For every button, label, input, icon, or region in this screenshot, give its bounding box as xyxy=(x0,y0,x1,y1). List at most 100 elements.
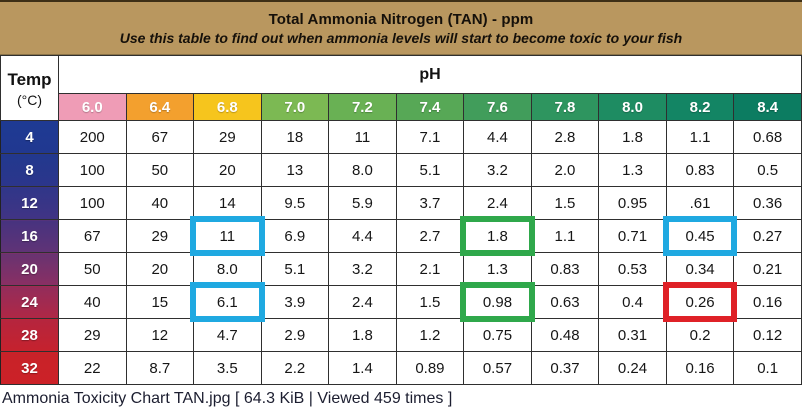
temp-row-header-20: 20 xyxy=(0,252,59,286)
value-cell-temp4-ph8.4: 0.68 xyxy=(733,120,802,154)
value-cell-temp8-ph7.0: 13 xyxy=(260,153,330,187)
value-cell-temp12-ph8.2: .61 xyxy=(665,186,735,220)
value-cell-temp8-ph6.8: 20 xyxy=(193,153,262,187)
value-cell-temp16-ph8.0: 0.71 xyxy=(598,219,667,253)
value-cell-temp4-ph7.2: 11 xyxy=(328,120,397,154)
blue-highlight-box xyxy=(190,282,265,322)
value-cell-temp8-ph8.4: 0.5 xyxy=(733,153,802,187)
value-cell-temp8-ph7.6: 3.2 xyxy=(463,153,532,187)
value-cell-temp8-ph6.4: 50 xyxy=(125,153,195,187)
value-cell-temp4-ph6.4: 67 xyxy=(125,120,195,154)
table-row-temp-24: 24 40 15 6.1 3.9 2.4 1.5 0.98 0.63 0.4 0.26 0.16 xyxy=(0,282,802,322)
value-cell-temp20-ph6.0: 50 xyxy=(58,252,127,286)
ammonia-toxicity-table: Temp (°C) pH 6.0 6.4 6.8 7.0 7.2 7.4 7.6 7.8 8.0… xyxy=(0,55,802,385)
value-cell-temp20-ph7.4: 2.1 xyxy=(395,252,465,286)
value-cell-temp4-ph6.8: 29 xyxy=(193,120,262,154)
value-cell-temp28-ph6.4: 12 xyxy=(125,318,195,352)
value-cell-temp32-ph8.0: 0.24 xyxy=(598,351,667,385)
chart-subtitle: Use this table to find out when ammonia … xyxy=(119,29,683,46)
temp-row-header-8: 8 xyxy=(0,153,59,187)
value-cell-temp8-ph7.8: 2.0 xyxy=(530,153,600,187)
value-cell-temp32-ph7.8: 0.37 xyxy=(530,351,600,385)
value-cell-temp16-ph7.2: 4.4 xyxy=(328,219,397,253)
value-cell-temp24-ph7.8: 0.63 xyxy=(530,285,600,319)
value-cell-temp8-ph6.0: 100 xyxy=(58,153,127,187)
value-cell-temp24-ph6.8: 6.1 xyxy=(190,282,265,322)
value-cell-temp20-ph7.6: 1.3 xyxy=(463,252,532,286)
value-cell-temp24-ph7.0: 3.9 xyxy=(260,285,330,319)
value-cell-temp12-ph8.4: 0.36 xyxy=(733,186,802,220)
value-cell-temp16-ph7.8: 1.1 xyxy=(530,219,600,253)
value-cell-temp28-ph7.6: 0.75 xyxy=(463,318,532,352)
value-cell-temp32-ph8.4: 0.1 xyxy=(733,351,802,385)
value-cell-temp32-ph7.2: 1.4 xyxy=(328,351,397,385)
value-cell-temp32-ph6.4: 8.7 xyxy=(125,351,195,385)
ph-column-header-7.0: 7.0 xyxy=(260,93,330,121)
value-cell-temp16-ph6.8: 11 xyxy=(190,216,265,256)
ph-column-header-7.6: 7.6 xyxy=(463,93,532,121)
value-cell-temp24-ph7.6: 0.98 xyxy=(460,282,535,322)
table-row-temp-8: 8 100 50 20 13 8.0 5.1 3.2 2.0 1.3 0.83 0.5 xyxy=(0,153,802,187)
green-highlight-box xyxy=(460,282,535,322)
header-row-ph-label: Temp (°C) pH xyxy=(0,55,802,121)
value-cell-temp4-ph8.0: 1.8 xyxy=(598,120,667,154)
value-cell-temp4-ph7.8: 2.8 xyxy=(530,120,600,154)
value-cell-temp12-ph6.4: 40 xyxy=(125,186,195,220)
value-cell-temp8-ph8.0: 1.3 xyxy=(598,153,667,187)
table-row-temp-32: 32 22 8.7 3.5 2.2 1.4 0.89 0.57 0.37 0.24 0.16 0.1 xyxy=(0,351,802,385)
value-cell-temp8-ph7.4: 5.1 xyxy=(395,153,465,187)
value-cell-temp28-ph8.0: 0.31 xyxy=(598,318,667,352)
ph-column-header-6.0: 6.0 xyxy=(58,93,127,121)
ph-column-header-6.8: 6.8 xyxy=(193,93,262,121)
value-cell-temp20-ph6.4: 20 xyxy=(125,252,195,286)
ph-column-header-7.8: 7.8 xyxy=(530,93,600,121)
value-cell-temp28-ph7.2: 1.8 xyxy=(328,318,397,352)
value-cell-temp16-ph6.4: 29 xyxy=(125,219,195,253)
value-cell-temp28-ph6.0: 29 xyxy=(58,318,127,352)
ph-column-header-7.2: 7.2 xyxy=(328,93,397,121)
value-cell-temp28-ph6.8: 4.7 xyxy=(193,318,262,352)
table-row-temp-4: 4 200 67 29 18 11 7.1 4.4 2.8 1.8 1.1 0.68 xyxy=(0,120,802,154)
value-cell-temp4-ph8.2: 1.1 xyxy=(665,120,735,154)
value-cell-temp16-ph7.6: 1.8 xyxy=(460,216,535,256)
blue-highlight-box xyxy=(190,216,265,256)
value-cell-temp24-ph6.4: 15 xyxy=(125,285,195,319)
red-highlight-box xyxy=(662,282,738,322)
value-cell-temp16-ph7.0: 6.9 xyxy=(260,219,330,253)
value-cell-temp32-ph6.8: 3.5 xyxy=(193,351,262,385)
value-cell-temp24-ph7.4: 1.5 xyxy=(395,285,465,319)
value-cell-temp4-ph6.0: 200 xyxy=(58,120,127,154)
temp-row-header-4: 4 xyxy=(0,120,59,154)
header-row-ph-values: 6.0 6.4 6.8 7.0 7.2 7.4 7.6 7.8 8.0 8.2 8.4 xyxy=(1,93,802,121)
temp-row-header-16: 16 xyxy=(0,219,59,253)
value-cell-temp12-ph7.6: 2.4 xyxy=(463,186,532,220)
temp-row-header-12: 12 xyxy=(0,186,59,220)
value-cell-temp12-ph7.2: 5.9 xyxy=(328,186,397,220)
value-cell-temp20-ph8.2: 0.34 xyxy=(665,252,735,286)
ph-column-header-7.4: 7.4 xyxy=(395,93,465,121)
value-cell-temp12-ph6.0: 100 xyxy=(58,186,127,220)
table-body: 4 200 67 29 18 11 7.1 4.4 2.8 1.8 1.1 0.68 8 100 50 20 1… xyxy=(0,120,802,385)
value-cell-temp20-ph7.2: 3.2 xyxy=(328,252,397,286)
value-cell-temp32-ph7.0: 2.2 xyxy=(260,351,330,385)
value-cell-temp16-ph6.0: 67 xyxy=(58,219,127,253)
temp-header-unit: (°C) xyxy=(16,92,43,108)
table-row-temp-12: 12 100 40 14 9.5 5.9 3.7 2.4 1.5 0.95.61 0.36 xyxy=(0,186,802,220)
value-cell-temp24-ph8.0: 0.4 xyxy=(598,285,667,319)
ph-column-header-8.2: 8.2 xyxy=(665,93,735,121)
value-cell-temp12-ph7.4: 3.7 xyxy=(395,186,465,220)
value-cell-temp28-ph7.0: 2.9 xyxy=(260,318,330,352)
value-cell-temp28-ph8.2: 0.2 xyxy=(665,318,735,352)
ph-column-header-8.0: 8.0 xyxy=(598,93,667,121)
value-cell-temp4-ph7.6: 4.4 xyxy=(463,120,532,154)
title-banner: Total Ammonia Nitrogen (TAN) - ppm Use t… xyxy=(0,2,802,55)
value-cell-temp8-ph8.2: 0.83 xyxy=(665,153,735,187)
value-cell-temp12-ph8.0: 0.95 xyxy=(598,186,667,220)
temp-row-header-28: 28 xyxy=(0,318,59,352)
green-highlight-box xyxy=(460,216,535,256)
value-cell-temp16-ph7.4: 2.7 xyxy=(395,219,465,253)
attachment-caption: Ammonia Toxicity Chart TAN.jpg [ 64.3 Ki… xyxy=(0,385,802,413)
corner-header-temp: Temp (°C) xyxy=(0,55,59,121)
value-cell-temp24-ph8.4: 0.16 xyxy=(733,285,802,319)
